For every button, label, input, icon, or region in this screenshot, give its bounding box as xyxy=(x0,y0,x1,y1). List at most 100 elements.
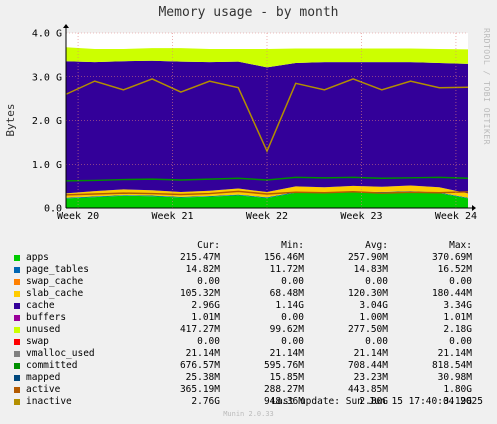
y-tick-label: 3.0 G xyxy=(32,72,62,83)
y-tick-label: 2.0 G xyxy=(32,116,62,127)
memory-chart: 0.01.0 G2.0 G3.0 G4.0 G Week 20 Week 21 We… xyxy=(4,24,477,222)
legend-cur-value: 215.47M xyxy=(179,252,220,263)
legend-cur-value: 1.01M xyxy=(191,312,220,323)
area-apps xyxy=(66,191,468,208)
legend-max-value: 30.98M xyxy=(437,372,472,383)
legend-min-value: 0.00 xyxy=(281,312,304,323)
legend-avg-value: 14.83M xyxy=(353,264,388,275)
legend-avg-value: 443.85M xyxy=(347,384,388,395)
legend-swatch xyxy=(14,363,20,369)
legend-max-value: 1.01M xyxy=(443,312,472,323)
legend-swatch xyxy=(14,315,20,321)
legend-swatch xyxy=(14,387,20,393)
y-tick-label: 4.0 G xyxy=(32,29,62,40)
legend-row-cache: cache 2.96G 1.14G 3.04G 3.34G xyxy=(14,300,484,312)
legend-name: swap xyxy=(26,336,49,347)
legend-name: buffers xyxy=(26,312,67,323)
legend-name: page_tables xyxy=(26,264,89,275)
legend-name: inactive xyxy=(26,396,72,407)
legend-max-value: 0.00 xyxy=(449,276,472,287)
x-tick-label: Week 22 xyxy=(246,211,288,222)
col-avg: Avg: xyxy=(365,240,388,251)
legend-avg-value: 277.50M xyxy=(347,324,388,335)
legend-min-value: 948.36M xyxy=(263,396,304,407)
y-tick-labels: 0.0 1.0 G 2.0 G 3.0 G 4.0 G xyxy=(32,29,62,215)
legend-name: vmalloc_used xyxy=(26,348,95,359)
x-tick-label: Week 23 xyxy=(340,211,382,222)
y-tick-label: 0.0 xyxy=(44,204,62,215)
grid xyxy=(66,32,468,208)
legend-cur-value: 676.57M xyxy=(179,360,220,371)
x-tick-label: Week 24 xyxy=(435,211,477,222)
legend-max-value: 3.34G xyxy=(443,300,472,311)
legend-min-value: 1.14G xyxy=(275,300,304,311)
legend-cur-value: 0.00 xyxy=(197,336,220,347)
legend-max-value: 2.18G xyxy=(443,324,472,335)
legend-name: apps xyxy=(26,252,49,263)
area-page-tables xyxy=(66,191,468,199)
rrdtool-credit: RRDTOOL / TOBI OETIKER xyxy=(482,28,491,145)
legend-cur-value: 417.27M xyxy=(179,324,220,335)
legend-avg-value: 120.30M xyxy=(347,288,388,299)
legend-cur-value: 2.96G xyxy=(191,300,220,311)
legend-row-active: active 365.19M 288.27M 443.85M 1.80G xyxy=(14,384,484,396)
legend-max-value: 21.14M xyxy=(437,348,472,359)
legend-min-value: 11.72M xyxy=(269,264,304,275)
legend-max-value: 0.00 xyxy=(449,336,472,347)
legend-row-inactive: inactive 2.76G 948.36M 2.80G 3.19G xyxy=(14,396,484,408)
legend-row-apps: apps 215.47M 156.46M 257.90M 370.69M xyxy=(14,252,484,264)
y-axis-arrow xyxy=(63,24,69,28)
legend-swatch xyxy=(14,291,20,297)
legend-max-value: 16.52M xyxy=(437,264,472,275)
legend-row-committed: committed 676.57M 595.76M 708.44M 818.54M xyxy=(14,360,484,372)
x-tick-label: Week 21 xyxy=(151,211,193,222)
legend-row-swap-cache: swap_cache 0.00 0.00 0.00 0.00 xyxy=(14,276,484,288)
legend-row-buffers: buffers 1.01M 0.00 1.00M 1.01M xyxy=(14,312,484,324)
legend-row-mapped: mapped 25.38M 15.85M 23.23M 30.98M xyxy=(14,372,484,384)
legend-avg-value: 23.23M xyxy=(353,372,388,383)
x-tick-labels: Week 20 Week 21 Week 22 Week 23 Week 24 xyxy=(57,211,477,222)
line-active xyxy=(65,190,469,196)
col-cur: Cur: xyxy=(197,240,220,251)
legend-avg-value: 21.14M xyxy=(353,348,388,359)
last-update-label: Last update: xyxy=(271,396,340,407)
legend-avg-value: 3.04G xyxy=(359,300,388,311)
legend-max-value: 180.44M xyxy=(431,288,472,299)
legend-name: cache xyxy=(26,300,55,311)
legend-max-value: 818.54M xyxy=(431,360,472,371)
legend-cur-value: 365.19M xyxy=(179,384,220,395)
y-axis-label: Bytes xyxy=(4,103,17,136)
legend-avg-value: 0.00 xyxy=(365,276,388,287)
legend-min-value: 15.85M xyxy=(269,372,304,383)
legend-name: unused xyxy=(26,324,61,335)
legend-avg-value: 1.00M xyxy=(359,312,388,323)
legend-swatch xyxy=(14,255,20,261)
legend-cur-value: 14.82M xyxy=(185,264,220,275)
legend-swatch xyxy=(14,351,20,357)
legend-min-value: 156.46M xyxy=(263,252,304,263)
legend-cur-value: 21.14M xyxy=(185,348,220,359)
legend-max-value: 1.80G xyxy=(443,384,472,395)
legend-min-value: 0.00 xyxy=(281,276,304,287)
legend-min-value: 99.62M xyxy=(269,324,304,335)
legend-row-vmalloc-used: vmalloc_used 21.14M 21.14M 21.14M 21.14M xyxy=(14,348,484,360)
x-tick-label: Week 20 xyxy=(57,211,99,222)
x-axis-arrow xyxy=(472,205,476,211)
legend-name: swap_cache xyxy=(26,276,84,287)
legend-name: slab_cache xyxy=(26,288,84,299)
last-update: Last update: Sun Jun 15 17:40:04 2025 xyxy=(271,396,483,407)
legend-swatch xyxy=(14,279,20,285)
legend-table: Cur: Min: Avg: Max: apps 215.47M 156.46M 25… xyxy=(14,240,484,408)
legend-min-value: 21.14M xyxy=(269,348,304,359)
legend-swatch xyxy=(14,399,20,405)
legend-min-value: 0.00 xyxy=(281,336,304,347)
legend-swatch xyxy=(14,339,20,345)
col-min: Min: xyxy=(281,240,304,251)
legend-swatch xyxy=(14,267,20,273)
legend-min-value: 68.48M xyxy=(269,288,304,299)
legend-max-value: 370.69M xyxy=(431,252,472,263)
legend-min-value: 288.27M xyxy=(263,384,304,395)
legend-cur-value: 25.38M xyxy=(185,372,220,383)
legend-row-unused: unused 417.27M 99.62M 277.50M 2.18G xyxy=(14,324,484,336)
col-max: Max: xyxy=(449,240,472,251)
